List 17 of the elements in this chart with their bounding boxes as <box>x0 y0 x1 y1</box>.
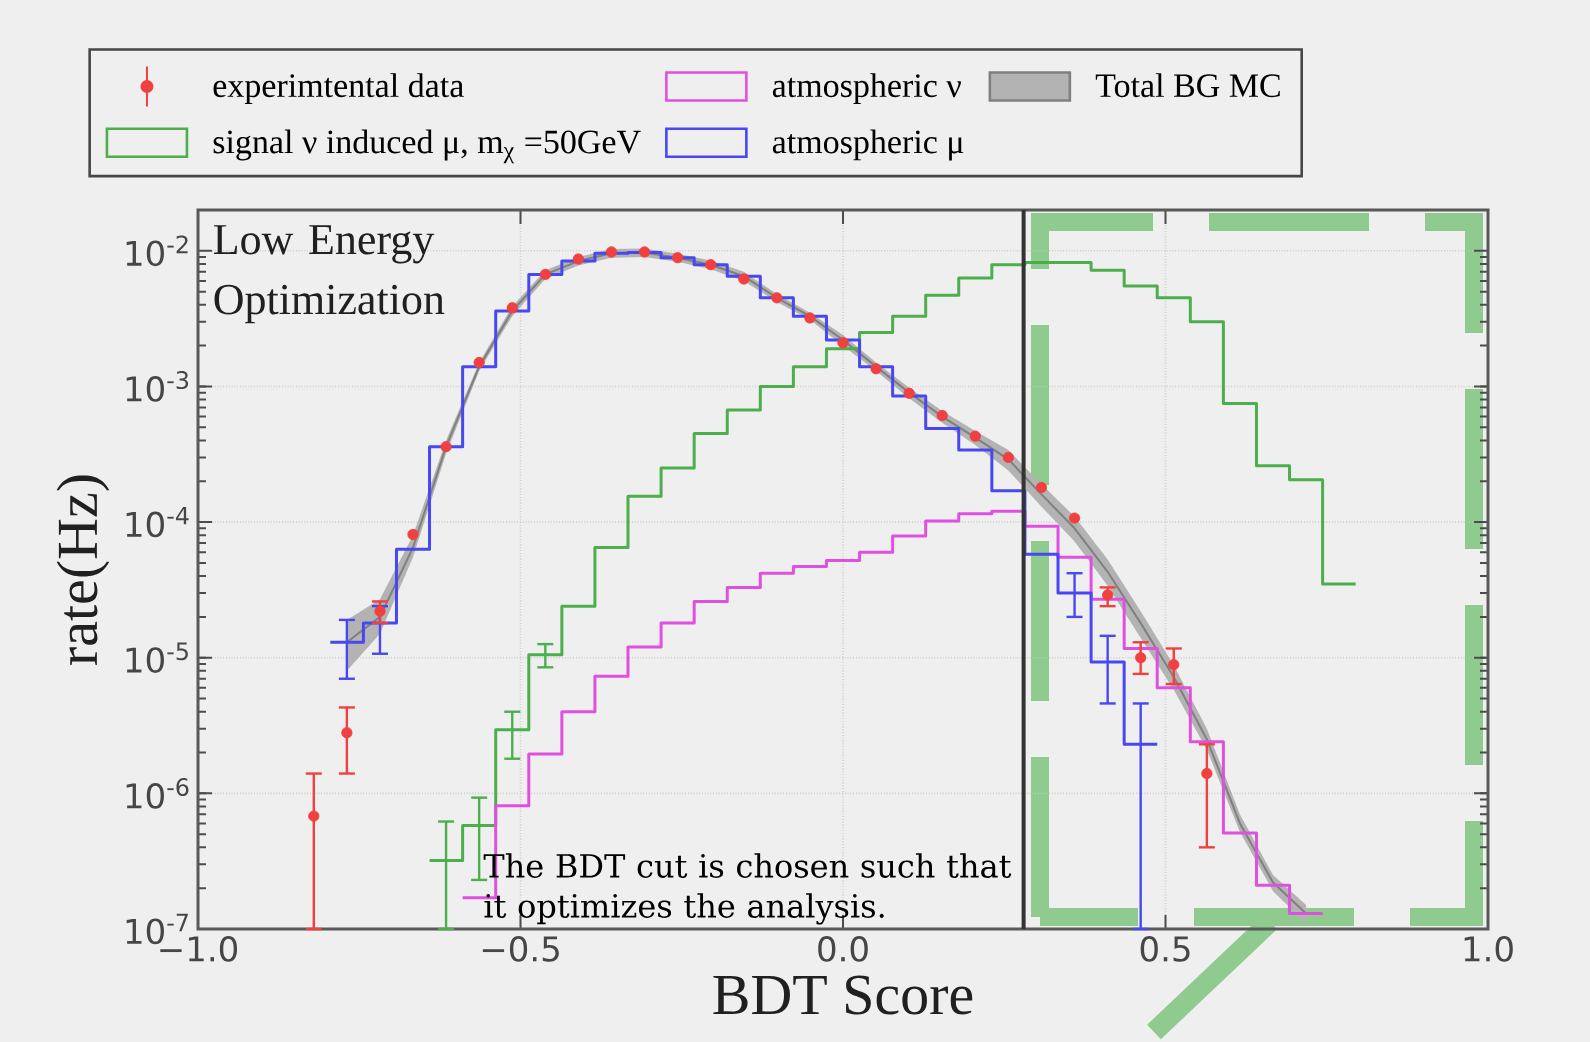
legend-label: atmospheric μ <box>772 129 964 161</box>
y-tick-label: 10$^{-6}$ <box>126 778 189 809</box>
legend-label: atmospheric ν <box>772 73 961 105</box>
legend-label: signal ν induced μ, m$_{χ}$ =50GeV <box>213 129 641 164</box>
x-tick-label: −0.5 <box>482 936 559 962</box>
legend-label: Total BG MC <box>1095 73 1280 98</box>
x-tick-label: 1.0 <box>1464 936 1513 962</box>
y-tick-label: 10$^{-3}$ <box>126 371 189 402</box>
y-tick-label: 10$^{-5}$ <box>126 642 188 673</box>
y-tick-label: 10$^{-4}$ <box>126 506 189 538</box>
legend-label: experimtental data <box>213 73 464 105</box>
x-tick-label: 0.5 <box>1140 936 1190 962</box>
y-tick-label: 10$^{-2}$ <box>126 235 188 267</box>
annotation: Low Energy Optimization <box>213 225 445 324</box>
x-tick-label: 0.0 <box>818 936 868 962</box>
x-axis-title: BDT Score <box>713 975 973 1015</box>
y-axis-title: rate(Hz) <box>56 475 110 665</box>
